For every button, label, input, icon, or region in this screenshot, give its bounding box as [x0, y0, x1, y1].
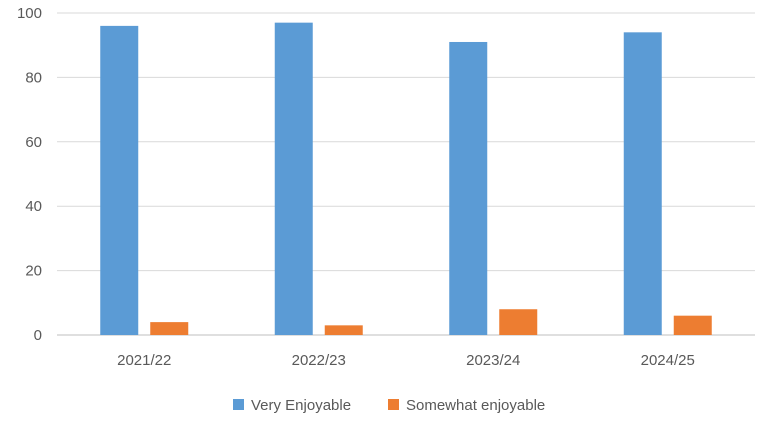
x-axis: 2021/22 2022/23 2023/24 2024/25	[117, 352, 695, 369]
bar-very-enjoyable-3	[623, 32, 662, 335]
legend-swatch	[388, 399, 399, 410]
bar-very-enjoyable-2	[449, 41, 488, 335]
x-tick-label: 2022/23	[292, 352, 346, 369]
x-tick-label: 2023/24	[466, 352, 520, 369]
y-tick-label: 20	[25, 263, 42, 280]
y-tick-label: 60	[25, 134, 42, 151]
x-tick-label: 2021/22	[117, 352, 171, 369]
bar-somewhat-enjoyable-2	[499, 309, 538, 335]
bars	[100, 22, 712, 335]
legend-swatch	[233, 399, 244, 410]
y-tick-label: 0	[34, 327, 42, 344]
y-axis: 0 20 40 60 80 100	[17, 5, 42, 344]
y-tick-label: 100	[17, 5, 42, 22]
bar-very-enjoyable-0	[100, 25, 139, 335]
legend-label: Very Enjoyable	[251, 397, 351, 414]
y-tick-label: 40	[25, 198, 42, 215]
bar-somewhat-enjoyable-3	[673, 315, 712, 335]
y-tick-label: 80	[25, 69, 42, 86]
x-tick-label: 2024/25	[641, 352, 695, 369]
bar-very-enjoyable-1	[274, 22, 313, 335]
bar-somewhat-enjoyable-1	[324, 325, 363, 335]
legend: Very Enjoyable Somewhat enjoyable	[233, 397, 545, 414]
legend-label: Somewhat enjoyable	[406, 397, 545, 414]
bar-somewhat-enjoyable-0	[150, 322, 189, 335]
